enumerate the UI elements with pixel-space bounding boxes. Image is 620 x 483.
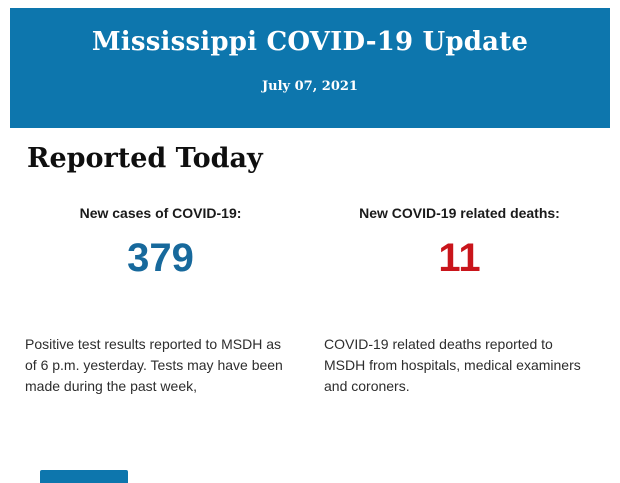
- masthead-banner: Mississippi COVID-19 Update July 07, 202…: [10, 8, 610, 128]
- new-deaths-label: New COVID-19 related deaths:: [359, 205, 560, 222]
- new-cases-label: New cases of COVID-19:: [79, 205, 242, 222]
- report-date: July 07, 2021: [262, 79, 358, 95]
- stats-grid: New cases of COVID-19: 379 Positive test…: [25, 205, 595, 397]
- new-deaths-column: New COVID-19 related deaths: 11 COVID-19…: [324, 205, 595, 397]
- new-deaths-description: COVID-19 related deaths reported to MSDH…: [324, 336, 581, 395]
- content-area: Reported Today New cases of COVID-19: 37…: [0, 128, 620, 397]
- new-deaths-value: 11: [438, 236, 481, 281]
- new-cases-column: New cases of COVID-19: 379 Positive test…: [25, 205, 296, 397]
- section-heading: Reported Today: [27, 143, 263, 174]
- new-cases-description: Positive test results reported to MSDH a…: [25, 336, 283, 395]
- cutoff-next-section-bar: [40, 470, 128, 483]
- new-cases-value: 379: [127, 236, 194, 281]
- page-title: Mississippi COVID-19 Update: [91, 27, 529, 57]
